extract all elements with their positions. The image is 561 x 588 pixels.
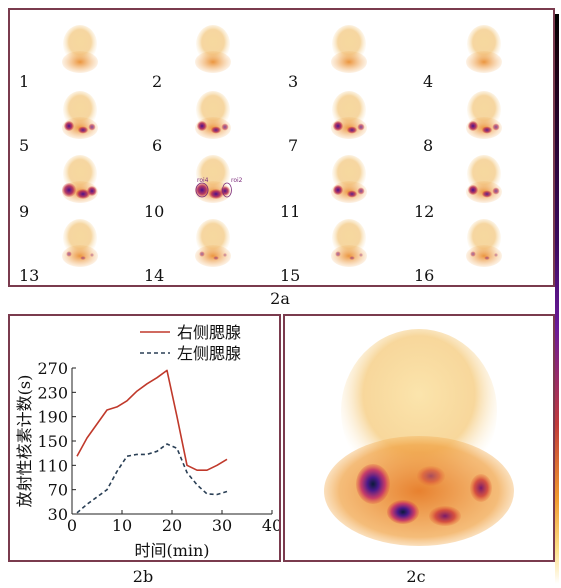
lower-face-uptake xyxy=(324,436,514,546)
frame-number-9: 9 xyxy=(19,202,30,221)
frame-number-8: 8 xyxy=(423,136,434,155)
frame-thumbnail-16 xyxy=(466,219,502,267)
panel-2a-dynamic-frames: 1 2 3 4 5 6 7 8 9 10 11 12 13 14 15 16 r… xyxy=(8,8,555,287)
caption-2c: 2c xyxy=(406,567,426,586)
y-tick-label: 230 xyxy=(37,383,68,402)
frame-thumbnail-4 xyxy=(466,25,502,73)
series-line-left-parotid xyxy=(76,443,228,514)
x-tick-label: 40 xyxy=(262,516,279,535)
y-tick-label: 270 xyxy=(37,359,68,378)
frame-number-15: 15 xyxy=(280,266,301,285)
panel-2c-static-image xyxy=(283,314,555,562)
left-parotid-hotspot xyxy=(470,474,492,502)
frame-number-14: 14 xyxy=(144,266,165,285)
frame-number-1: 1 xyxy=(19,72,30,91)
frame-thumbnail-3 xyxy=(331,25,367,73)
roi-label-left: roi4 xyxy=(197,177,209,184)
frame-number-4: 4 xyxy=(423,72,434,91)
y-tick-label: 30 xyxy=(48,505,68,524)
x-tick-label: 0 xyxy=(67,516,77,535)
frame-number-13: 13 xyxy=(19,266,40,285)
frame-number-6: 6 xyxy=(152,136,163,155)
frame-thumbnail-11 xyxy=(331,155,367,203)
oral-uptake xyxy=(417,466,445,486)
caption-2b: 2b xyxy=(132,567,154,586)
frame-thumbnail-13 xyxy=(62,219,98,267)
frame-thumbnail-12 xyxy=(466,155,502,203)
frame-thumbnail-15 xyxy=(331,219,367,267)
color-scale-bar xyxy=(555,14,559,584)
frame-number-3: 3 xyxy=(288,72,299,91)
frame-number-11: 11 xyxy=(280,202,301,221)
submandibular-hotspot-left xyxy=(429,506,461,526)
right-parotid-hotspot xyxy=(356,464,390,504)
x-tick-label: 10 xyxy=(112,516,132,535)
x-tick-label: 20 xyxy=(162,516,182,535)
frame-thumbnail-5 xyxy=(62,91,98,139)
legend-label-left-parotid: 左侧腮腺 xyxy=(177,344,241,363)
scintigraphy-frames xyxy=(62,25,502,267)
legend-label-right-parotid: 右侧腮腺 xyxy=(177,323,241,342)
time-activity-chart: 0 10 20 30 40 30 70 110 150 190 230 270 右侧腮腺 左侧腮腺 时… xyxy=(15,323,279,560)
x-axis-label: 时间(min) xyxy=(134,541,209,560)
frame-thumbnail-14 xyxy=(195,219,231,267)
frame-thumbnail-9 xyxy=(62,155,98,203)
frame-number-12: 12 xyxy=(414,202,435,221)
y-tick-label: 70 xyxy=(48,481,68,500)
frame-thumbnail-6 xyxy=(195,91,231,139)
y-tick-label: 150 xyxy=(37,432,68,451)
frame-thumbnail-8 xyxy=(466,91,502,139)
roi-label-right: roi2 xyxy=(231,177,243,184)
y-axis-label: 放射性核素计数(s) xyxy=(15,375,34,508)
submandibular-hotspot-right xyxy=(387,500,419,524)
frame-thumbnail-10 xyxy=(195,155,232,203)
frame-number-16: 16 xyxy=(414,266,435,285)
frame-thumbnail-1 xyxy=(62,25,98,73)
frame-number-2: 2 xyxy=(152,72,163,91)
frame-thumbnail-2 xyxy=(195,25,231,73)
frame-number-7: 7 xyxy=(288,136,299,155)
y-tick-label: 110 xyxy=(37,456,68,475)
y-tick-label: 190 xyxy=(37,408,68,427)
x-tick-label: 30 xyxy=(212,516,232,535)
series-line-right-parotid xyxy=(76,369,228,471)
frame-thumbnail-7 xyxy=(331,91,367,139)
frame-number-5: 5 xyxy=(19,136,30,155)
panel-2b-time-activity-curve: 0 10 20 30 40 30 70 110 150 190 230 270 右侧腮腺 左侧腮腺 时… xyxy=(8,314,281,562)
static-scintigraphy-image xyxy=(324,329,514,546)
frame-number-10: 10 xyxy=(144,202,165,221)
caption-2a: 2a xyxy=(270,289,290,308)
